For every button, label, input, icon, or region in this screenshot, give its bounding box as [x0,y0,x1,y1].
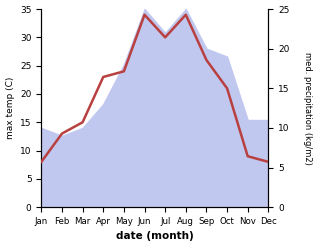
Y-axis label: med. precipitation (kg/m2): med. precipitation (kg/m2) [303,52,313,165]
X-axis label: date (month): date (month) [116,231,194,242]
Y-axis label: max temp (C): max temp (C) [5,77,15,139]
